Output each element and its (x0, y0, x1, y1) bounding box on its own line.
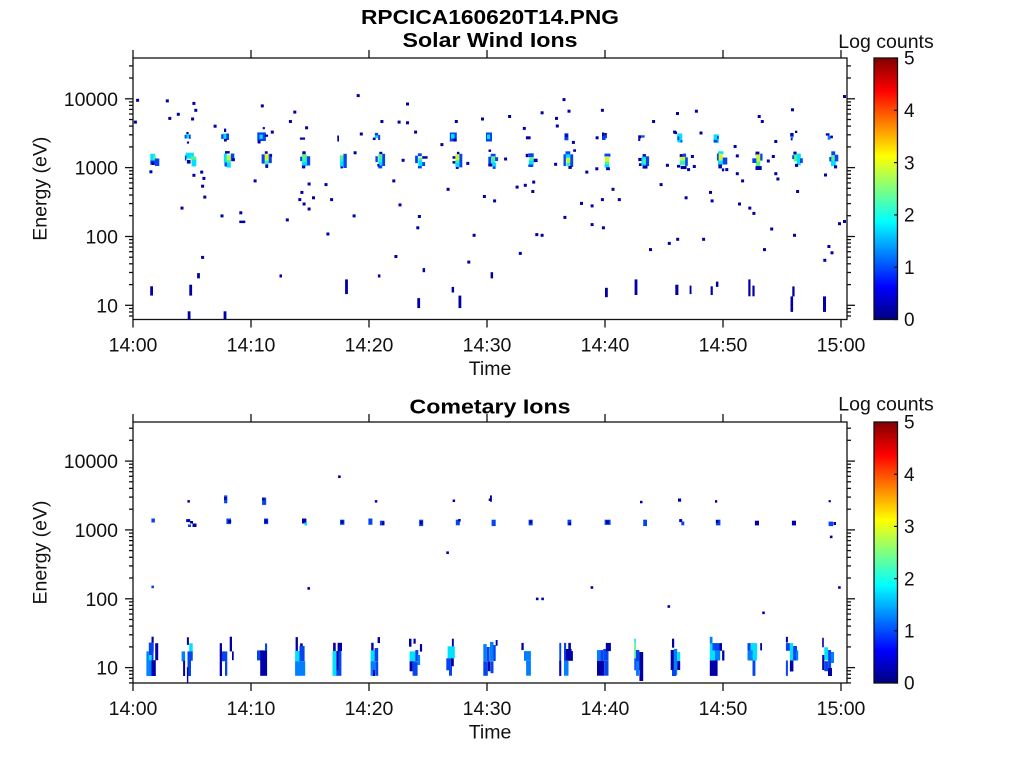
svg-text:Log counts: Log counts (838, 394, 934, 416)
svg-text:14:30: 14:30 (463, 334, 512, 356)
svg-text:15:00: 15:00 (817, 698, 866, 720)
svg-text:Log counts: Log counts (838, 31, 934, 53)
svg-text:14:40: 14:40 (581, 698, 630, 720)
svg-text:4: 4 (904, 465, 915, 486)
svg-text:5: 5 (904, 49, 915, 70)
svg-text:3: 3 (904, 517, 915, 538)
svg-text:14:20: 14:20 (345, 698, 394, 720)
svg-text:10000: 10000 (64, 451, 118, 473)
svg-text:14:00: 14:00 (109, 334, 158, 356)
svg-text:10000: 10000 (64, 89, 118, 111)
svg-text:14:00: 14:00 (109, 698, 158, 720)
svg-text:Solar Wind Ions: Solar Wind Ions (403, 30, 578, 52)
svg-text:3: 3 (904, 153, 915, 174)
svg-text:0: 0 (904, 674, 915, 695)
svg-text:1000: 1000 (75, 158, 119, 180)
svg-text:14:50: 14:50 (699, 698, 748, 720)
svg-text:RPCICA160620T14.PNG: RPCICA160620T14.PNG (361, 7, 619, 29)
svg-text:Cometary Ions: Cometary Ions (410, 397, 571, 419)
svg-text:14:30: 14:30 (463, 698, 512, 720)
svg-text:100: 100 (85, 227, 118, 249)
svg-text:14:10: 14:10 (227, 698, 276, 720)
svg-text:Energy (eV): Energy (eV) (30, 137, 52, 241)
svg-text:15:00: 15:00 (817, 334, 866, 356)
svg-text:0: 0 (904, 310, 915, 331)
svg-text:1: 1 (904, 258, 915, 279)
svg-text:100: 100 (85, 589, 118, 611)
svg-text:14:40: 14:40 (581, 334, 630, 356)
svg-text:Time: Time (469, 358, 512, 380)
svg-text:4: 4 (904, 101, 915, 122)
svg-text:Energy (eV): Energy (eV) (30, 500, 52, 604)
svg-text:14:20: 14:20 (345, 334, 394, 356)
svg-text:1: 1 (904, 622, 915, 643)
svg-text:2: 2 (904, 569, 915, 590)
svg-text:5: 5 (904, 413, 915, 434)
svg-text:10: 10 (96, 295, 118, 317)
svg-text:2: 2 (904, 206, 915, 227)
svg-text:1000: 1000 (75, 520, 119, 542)
svg-text:Time: Time (469, 722, 512, 744)
svg-text:10: 10 (96, 658, 118, 680)
svg-text:14:50: 14:50 (699, 334, 748, 356)
svg-text:14:10: 14:10 (227, 334, 276, 356)
